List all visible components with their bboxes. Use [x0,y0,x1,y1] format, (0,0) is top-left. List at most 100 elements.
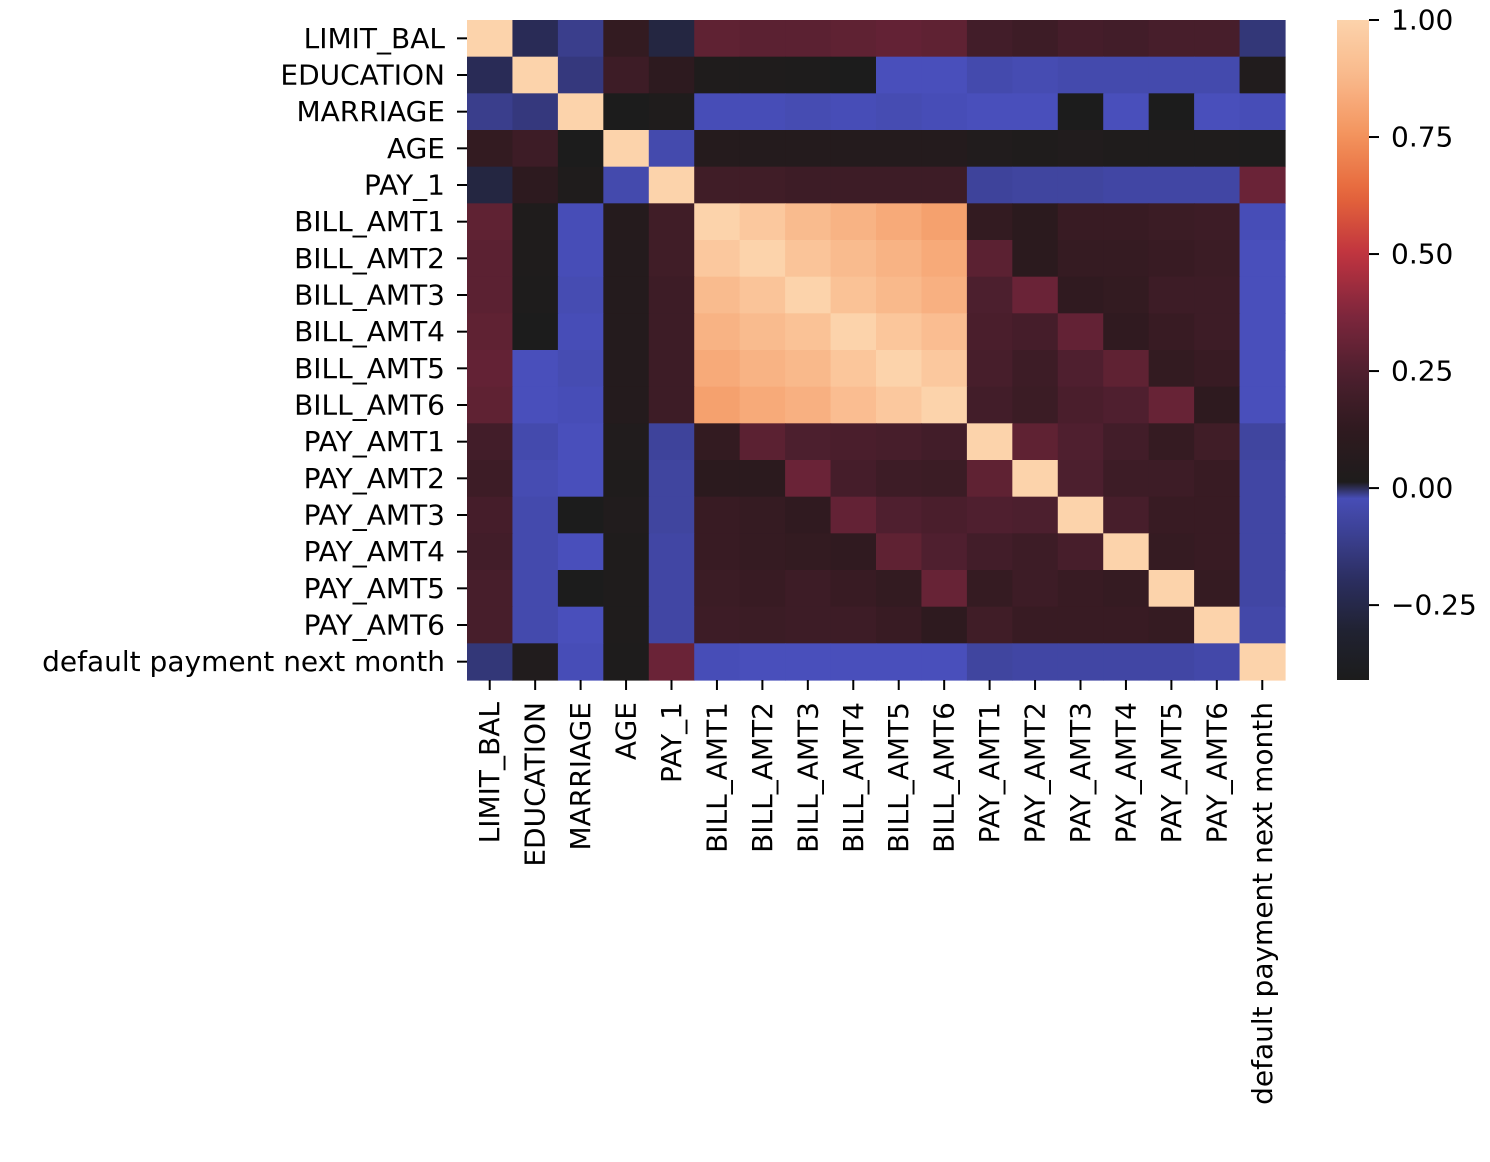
heatmap-cell [966,130,1013,168]
heatmap-cell [1012,130,1059,168]
heatmap-cell [876,643,923,681]
heatmap-cell [1148,460,1195,498]
heatmap-cell [830,386,877,424]
heatmap-cell [603,496,650,534]
heatmap-cell [966,240,1013,278]
heatmap-cell [1239,20,1286,58]
x-tick-label: AGE [610,702,643,760]
heatmap-cell [739,56,786,94]
y-tick-label: PAY_AMT1 [304,425,445,458]
heatmap-cell [921,56,968,94]
y-tick-label: BILL_AMT2 [294,242,445,275]
heatmap-cell [1194,643,1241,681]
heatmap-cell [921,350,968,388]
heatmap-cell [512,496,559,534]
heatmap-cell [1057,276,1104,314]
heatmap-cell [557,130,604,168]
heatmap-cell [512,313,559,351]
heatmap-cell [694,313,741,351]
heatmap-cell [603,533,650,571]
y-tick-label: PAY_AMT4 [304,535,445,568]
heatmap-cell [694,276,741,314]
heatmap-cell [694,56,741,94]
heatmap-cell [1239,56,1286,94]
heatmap-cell [467,130,514,168]
heatmap-cell [557,643,604,681]
heatmap-cell [1057,313,1104,351]
heatmap-cell [467,93,514,131]
heatmap-cell [830,130,877,168]
heatmap-cell [557,460,604,498]
heatmap-cell [1148,606,1195,644]
heatmap-cell [1103,533,1150,571]
heatmap-cell [467,386,514,424]
x-tick-label: PAY_AMT3 [1064,702,1097,843]
heatmap-cell [966,643,1013,681]
x-tick-label: PAY_AMT4 [1109,702,1142,843]
heatmap-cell [1012,276,1059,314]
heatmap-cell [1012,240,1059,278]
heatmap-cell [603,56,650,94]
heatmap-cell [1103,643,1150,681]
heatmap-cell [557,496,604,534]
heatmap-cell [1239,423,1286,461]
heatmap-cell [557,606,604,644]
x-tick-label: BILL_AMT5 [882,702,915,853]
heatmap-cell [876,276,923,314]
heatmap-cell [1148,313,1195,351]
heatmap-cell [1057,203,1104,241]
heatmap-cell [1057,93,1104,131]
heatmap-cell [1103,386,1150,424]
heatmap-cell [694,203,741,241]
heatmap-cell [648,240,695,278]
heatmap-cell [785,203,832,241]
heatmap-cell [1194,166,1241,204]
heatmap-cell [830,460,877,498]
heatmap-cell [1012,203,1059,241]
heatmap-cell [966,93,1013,131]
heatmap-cell [830,313,877,351]
x-axis: LIMIT_BAL EDUCATION MARRIAGE AGE PAY_1 BILL_A… [473,680,1279,1105]
heatmap-cell [603,350,650,388]
heatmap-cell [648,20,695,58]
heatmap-cell [966,313,1013,351]
heatmap-cell [830,350,877,388]
heatmap-cell [512,166,559,204]
heatmap-cell [876,423,923,461]
heatmap-cell [467,460,514,498]
heatmap-cell [557,386,604,424]
heatmap-cell [648,313,695,351]
heatmap-cell [1194,423,1241,461]
heatmap-cell [603,130,650,168]
y-tick-label: default payment next month [42,645,445,678]
heatmap-cell [694,93,741,131]
heatmap-cell [876,20,923,58]
y-tick-label: BILL_AMT1 [294,205,445,238]
heatmap-cell [648,570,695,608]
heatmap-cell [467,203,514,241]
colorbar-gradient [1337,20,1369,680]
heatmap-cell [1148,423,1195,461]
heatmap-cell [785,570,832,608]
heatmap-cell [512,460,559,498]
heatmap-cell [557,56,604,94]
heatmap-cell [557,570,604,608]
heatmap-cell [785,240,832,278]
x-tick-label: LIMIT_BAL [473,702,506,844]
heatmap-cell [512,643,559,681]
heatmap-cell [876,350,923,388]
heatmap-cell [512,533,559,571]
heatmap-cell [876,130,923,168]
heatmap-cell [648,496,695,534]
heatmap-cell [1057,166,1104,204]
y-tick-label: EDUCATION [280,59,445,92]
x-tick-label: PAY_1 [655,702,688,783]
heatmap-cell [1239,276,1286,314]
heatmap-cell [830,203,877,241]
heatmap-cell [1148,166,1195,204]
heatmap-cell [1012,350,1059,388]
heatmap-cell [739,423,786,461]
heatmap-cell [1103,93,1150,131]
x-tick-label: PAY_AMT2 [1019,702,1052,843]
heatmap-cell [1239,240,1286,278]
